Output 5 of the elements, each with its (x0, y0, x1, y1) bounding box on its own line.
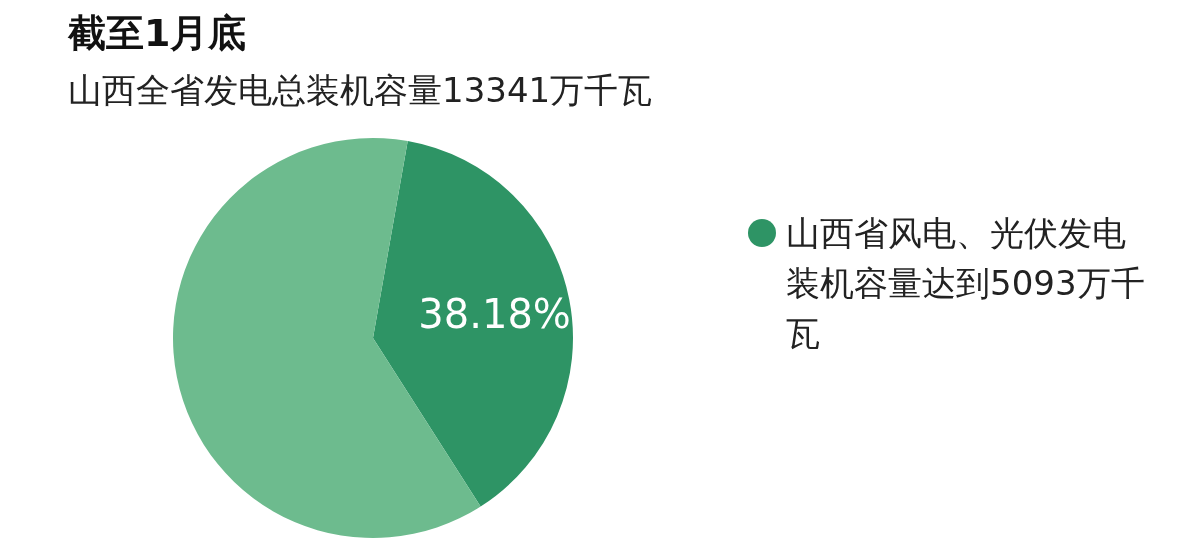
chart-title: 截至1月底 (68, 10, 247, 57)
chart-subtitle: 山西全省发电总装机容量13341万千瓦 (68, 69, 653, 112)
data-label: 38.18% (418, 290, 571, 337)
legend-label: 山西省风电、光伏发电装机容量达到5093万千瓦 (786, 212, 1146, 355)
pie-slice (373, 141, 573, 507)
